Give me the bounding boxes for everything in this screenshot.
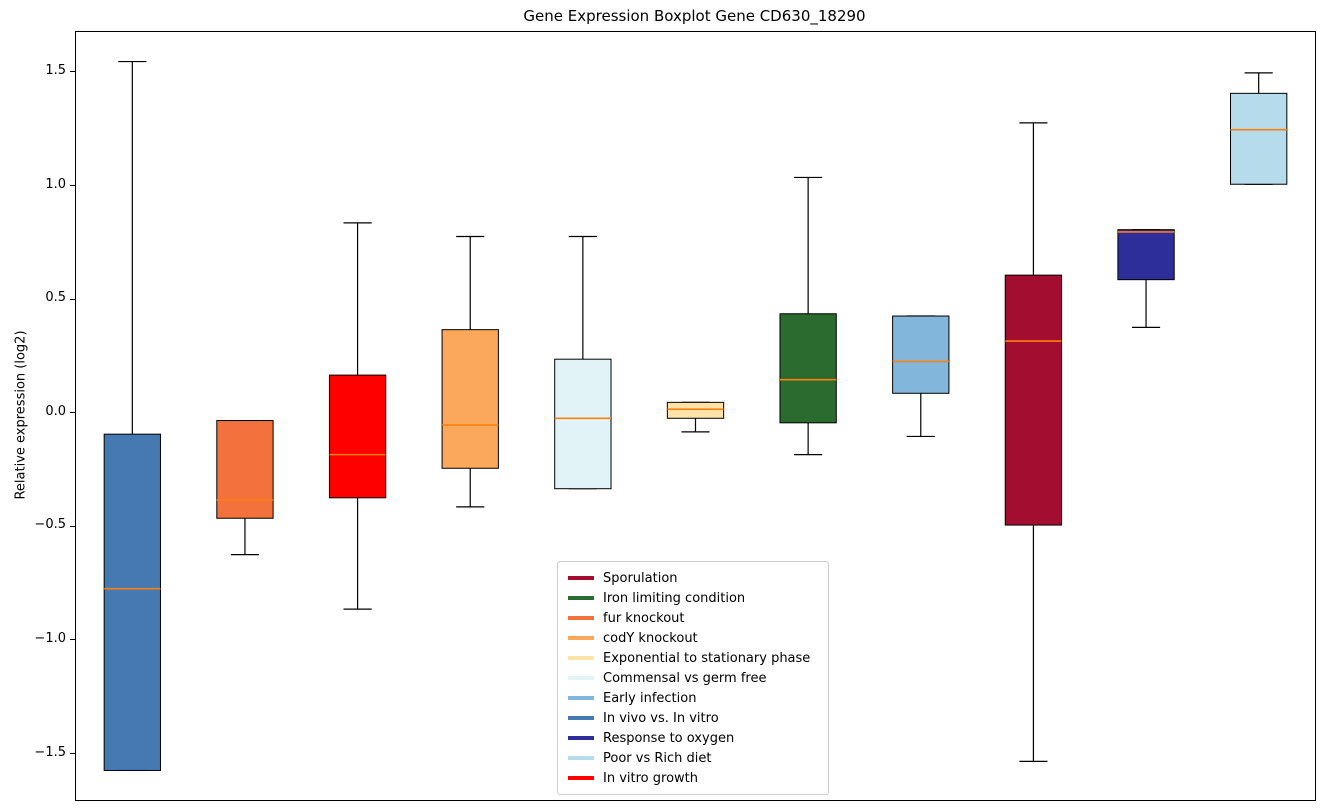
legend-swatch-cody-knockout: [568, 636, 594, 640]
legend-swatch-sporulation: [568, 576, 594, 580]
legend-label-cody-knockout: codY knockout: [603, 630, 698, 646]
legend-label-in-vivo-vs-in-vitro: In vivo vs. In vitro: [603, 710, 719, 726]
y-tick-label: −0.5: [34, 517, 66, 533]
box-fur-knockout: [216, 420, 274, 519]
legend-swatch-commensal-vs-germ-free: [568, 676, 594, 680]
legend-item-commensal-vs-germ-free: Commensal vs germ free: [568, 668, 818, 688]
box-poor-vs-rich-diet: [1230, 92, 1288, 185]
plot-area: [75, 31, 1316, 801]
box-iron-limiting-condition: [779, 313, 837, 424]
box-in-vitro-growth: [328, 374, 387, 499]
box-in-vivo-vs-in-vitro: [103, 433, 161, 771]
legend-item-in-vitro-growth: In vitro growth: [568, 768, 818, 788]
box-early-infection: [892, 315, 950, 394]
legend-swatch-in-vitro-growth: [568, 776, 594, 780]
y-tick-label: 0.0: [45, 403, 66, 419]
legend-swatch-in-vivo-vs-in-vitro: [568, 716, 594, 720]
box-response-to-oxygen: [1117, 229, 1175, 281]
y-tick-mark: [70, 525, 75, 527]
y-tick-label: 0.5: [45, 290, 66, 306]
legend-item-early-infection: Early infection: [568, 688, 818, 708]
box-exponential-to-stationary-phase: [666, 401, 725, 419]
y-tick-label: 1.5: [45, 62, 66, 78]
legend-label-response-to-oxygen: Response to oxygen: [603, 730, 735, 746]
y-tick-mark: [70, 298, 75, 300]
y-tick-label: −1.0: [34, 630, 66, 646]
legend-item-cody-knockout: codY knockout: [568, 628, 818, 648]
legend-item-exponential-to-stationary-phase: Exponential to stationary phase: [568, 648, 818, 668]
legend-label-sporulation: Sporulation: [603, 570, 678, 586]
y-tick-label: 1.0: [45, 176, 66, 192]
legend-item-fur-knockout: fur knockout: [568, 608, 818, 628]
y-tick-mark: [70, 639, 75, 641]
legend-swatch-iron-limiting-condition: [568, 596, 594, 600]
legend-swatch-poor-vs-rich-diet: [568, 756, 594, 760]
legend-swatch-fur-knockout: [568, 616, 594, 620]
y-tick-mark: [70, 71, 75, 73]
legend-label-exponential-to-stationary-phase: Exponential to stationary phase: [603, 650, 811, 666]
legend-item-in-vivo-vs-in-vitro: In vivo vs. In vitro: [568, 708, 818, 728]
legend-item-poor-vs-rich-diet: Poor vs Rich diet: [568, 748, 818, 768]
boxplot-canvas: [103, 60, 1288, 772]
y-tick-mark: [70, 185, 75, 186]
y-tick-mark: [70, 753, 75, 755]
box-sporulation: [1004, 274, 1063, 526]
legend-label-early-infection: Early infection: [603, 690, 697, 706]
legend-item-response-to-oxygen: Response to oxygen: [568, 728, 818, 748]
legend-label-poor-vs-rich-diet: Poor vs Rich diet: [603, 750, 712, 766]
legend-item-sporulation: Sporulation: [568, 568, 818, 588]
legend-label-in-vitro-growth: In vitro growth: [603, 770, 698, 786]
y-tick-label: −1.5: [34, 744, 66, 760]
legend-swatch-response-to-oxygen: [568, 736, 594, 740]
legend-label-fur-knockout: fur knockout: [603, 610, 685, 626]
legend-swatch-early-infection: [568, 696, 594, 700]
y-tick-mark: [70, 412, 75, 414]
chart-title: Gene Expression Boxplot Gene CD630_18290: [523, 7, 866, 25]
legend: Sporulation Iron limiting condition fur kn…: [557, 561, 829, 795]
legend-label-commensal-vs-germ-free: Commensal vs germ free: [603, 670, 767, 686]
box-commensal-vs-germ-free: [554, 358, 612, 490]
box-cody-knockout: [441, 329, 499, 469]
legend-swatch-exponential-to-stationary-phase: [568, 656, 594, 660]
legend-item-iron-limiting-condition: Iron limiting condition: [568, 588, 818, 608]
legend-label-iron-limiting-condition: Iron limiting condition: [603, 590, 746, 606]
